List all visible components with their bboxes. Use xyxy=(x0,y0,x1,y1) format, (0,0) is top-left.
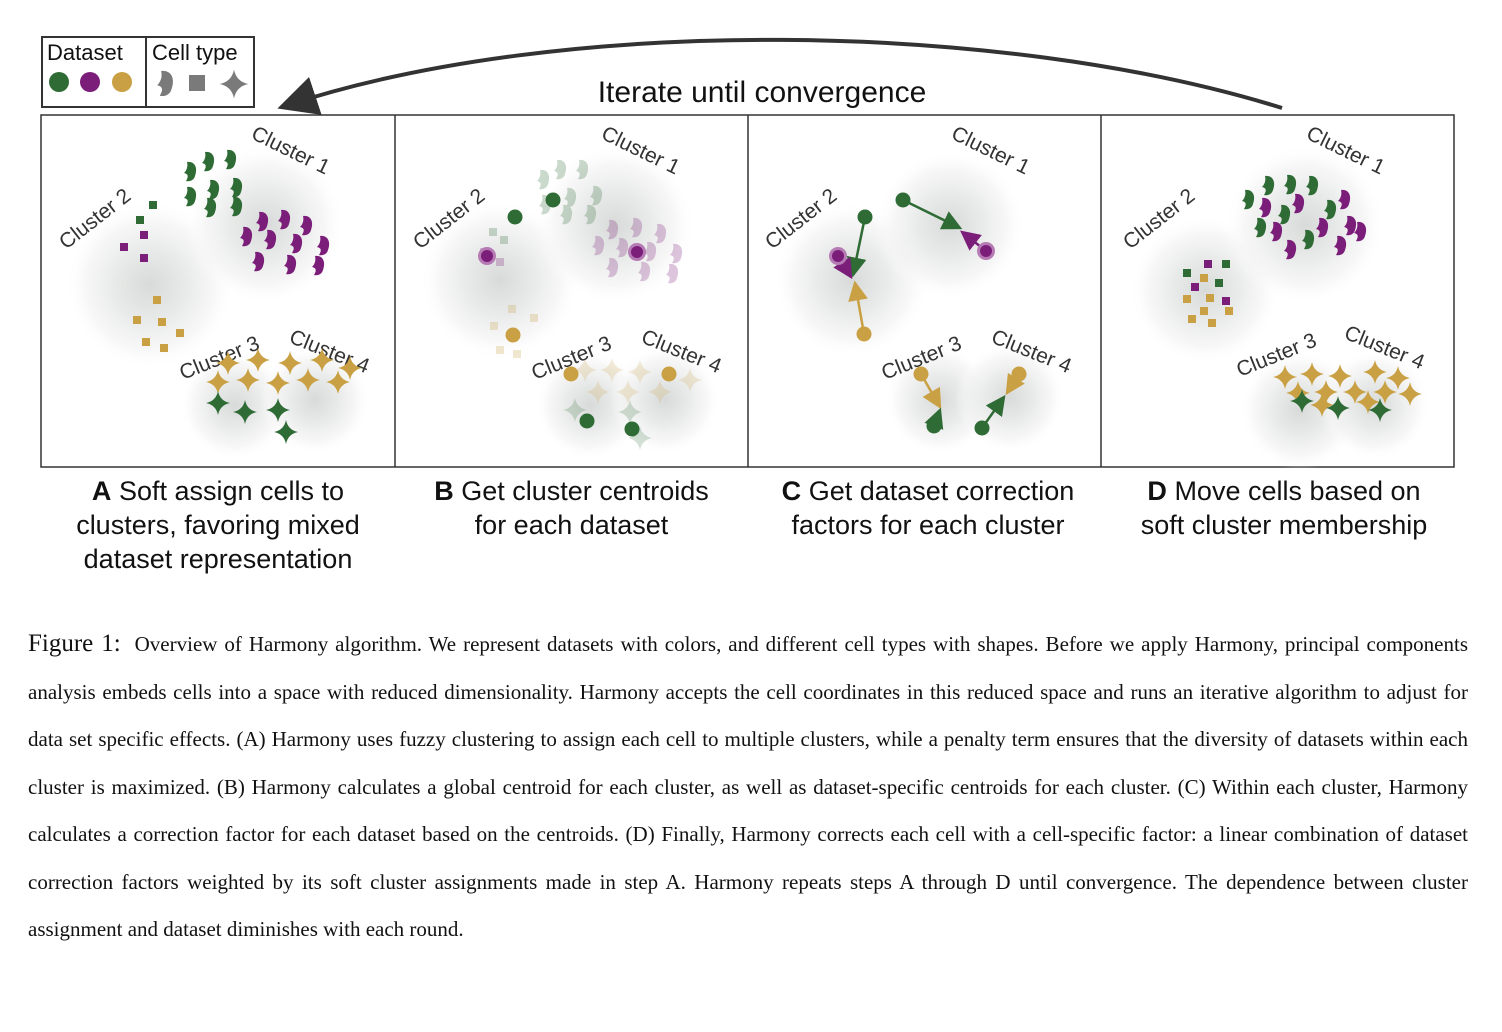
panel-d-letter: D xyxy=(1147,476,1167,506)
figure-label: Figure 1: xyxy=(28,630,121,657)
legend-dataset-label: Dataset xyxy=(47,40,123,65)
panel-a-line1: Soft assign cells to xyxy=(118,476,345,506)
panel-a-line2: clusters, favoring mixed xyxy=(76,510,360,540)
panel-b-line1: Get cluster centroids xyxy=(461,476,709,506)
figure-caption: Figure 1: Overview of Harmony algorithm.… xyxy=(28,620,1468,954)
panel-b-line2: for each dataset xyxy=(474,510,669,540)
panel-a-letter: A xyxy=(91,476,112,506)
panel-c-line1: Get dataset correction xyxy=(808,476,1075,506)
panel-a-line3: dataset representation xyxy=(83,544,353,574)
panel-c-caption: C Get dataset correction factors for eac… xyxy=(748,474,1108,542)
panel-d-line1: Move cells based on xyxy=(1174,476,1421,506)
panel-d: Cluster 2 Cluster 1 Cluster 3 Cluster 4 xyxy=(1119,122,1430,470)
panel-a: Cluster 2 Cluster 1 Cluster 3 Cluster 4 xyxy=(55,122,373,460)
legend-gold-dot xyxy=(112,72,132,92)
panel-c: Cluster 2 Cluster 1 Cluster 3 Cluster 4 xyxy=(761,122,1075,455)
panel-b-caption: B Get cluster centroids for each dataset xyxy=(395,474,748,542)
iterate-label: Iterate until convergence xyxy=(598,76,927,109)
panel-d-caption: D Move cells based on soft cluster membe… xyxy=(1101,474,1467,542)
legend: Dataset Cell type xyxy=(41,36,255,108)
legend-green-dot xyxy=(49,72,69,92)
legend-purple-dot xyxy=(80,72,100,92)
panel-b-letter: B xyxy=(434,476,454,506)
legend-square-icon xyxy=(189,75,205,91)
panel-d-line2: soft cluster membership xyxy=(1140,510,1428,540)
panel-b: Cluster 2 Cluster 1 Cluster 3 Cluster 4 xyxy=(409,122,725,460)
panel-c-line2: factors for each cluster xyxy=(791,510,1065,540)
harmony-figure: Dataset Cell type Iterate until converge… xyxy=(40,36,1455,470)
iterate-arrow xyxy=(277,37,1283,115)
legend-celltype-label: Cell type xyxy=(152,40,238,65)
panel-a-caption: A Soft assign cells to clusters, favorin… xyxy=(41,474,395,576)
figure-caption-text: Overview of Harmony algorithm. We repres… xyxy=(28,632,1469,941)
panel-c-letter: C xyxy=(781,476,802,506)
